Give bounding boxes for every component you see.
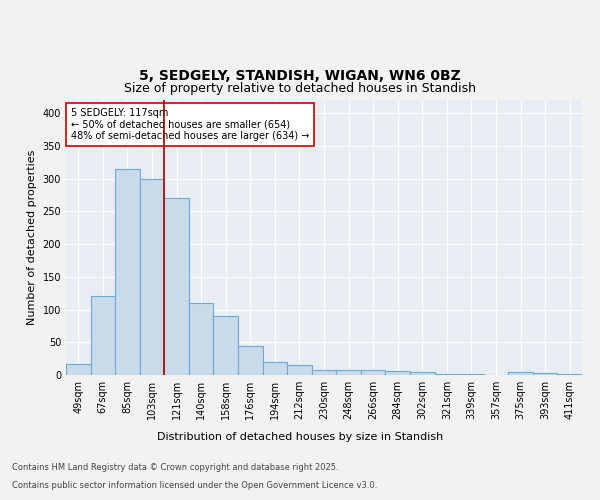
Bar xyxy=(164,198,189,375)
Bar xyxy=(336,370,361,375)
Bar xyxy=(214,316,238,375)
Text: Contains HM Land Registry data © Crown copyright and database right 2025.: Contains HM Land Registry data © Crown c… xyxy=(12,464,338,472)
Bar xyxy=(140,178,164,375)
Text: Distribution of detached houses by size in Standish: Distribution of detached houses by size … xyxy=(157,432,443,442)
Bar xyxy=(312,370,336,375)
Bar xyxy=(263,362,287,375)
Bar xyxy=(238,346,263,375)
Bar xyxy=(189,303,214,375)
Bar xyxy=(361,370,385,375)
Text: 5, SEDGELY, STANDISH, WIGAN, WN6 0BZ: 5, SEDGELY, STANDISH, WIGAN, WN6 0BZ xyxy=(139,68,461,82)
Bar xyxy=(385,371,410,375)
Bar xyxy=(533,373,557,375)
Bar xyxy=(557,374,582,375)
Y-axis label: Number of detached properties: Number of detached properties xyxy=(27,150,37,325)
Bar xyxy=(115,169,140,375)
Text: 5 SEDGELY: 117sqm
← 50% of detached houses are smaller (654)
48% of semi-detache: 5 SEDGELY: 117sqm ← 50% of detached hous… xyxy=(71,108,310,142)
Bar xyxy=(508,372,533,375)
Bar xyxy=(459,374,484,375)
Bar xyxy=(434,374,459,375)
Text: Size of property relative to detached houses in Standish: Size of property relative to detached ho… xyxy=(124,82,476,95)
Text: Contains public sector information licensed under the Open Government Licence v3: Contains public sector information licen… xyxy=(12,481,377,490)
Bar xyxy=(66,364,91,375)
Bar xyxy=(91,296,115,375)
Bar xyxy=(287,365,312,375)
Bar xyxy=(410,372,434,375)
